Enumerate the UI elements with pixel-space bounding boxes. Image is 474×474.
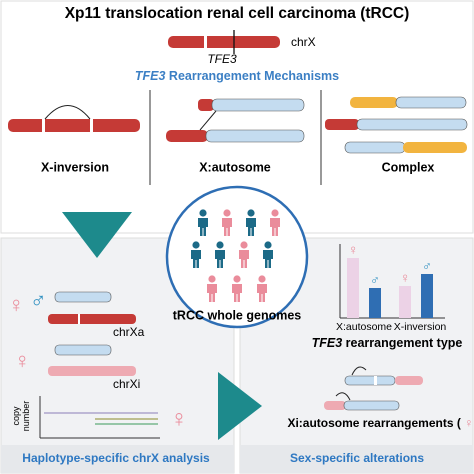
arrow (335, 392, 351, 401)
footer: Sex-specific alterations (290, 451, 424, 465)
female-symbol: ♀ (348, 242, 359, 258)
centromere (90, 119, 93, 132)
centromere (42, 119, 45, 132)
gene-label: TFE3 (207, 52, 237, 66)
chromosome (48, 366, 136, 376)
gene: TFE3 (135, 69, 166, 83)
chromosome-part (166, 130, 208, 142)
chromosome-part (395, 96, 467, 109)
rearrangement-label: Xi:autosome rearrangements ( ♀ ) (287, 416, 474, 430)
male-symbol: ♂ (370, 272, 380, 287)
chromosome-part (211, 98, 305, 112)
female-symbol: ♀ (464, 416, 473, 430)
translocation-line (199, 110, 217, 131)
right-footer-bg (240, 445, 473, 473)
footer: Haplotype-specific chrX analysis (22, 451, 210, 465)
chromosome-part (350, 97, 398, 108)
category-label: X:autosome (336, 321, 392, 333)
inversion-arc (44, 105, 91, 120)
bar (399, 286, 411, 318)
male-symbol: ♂ (30, 288, 47, 313)
gene: TFE3 (312, 336, 343, 350)
label-text: Xi:autosome rearrangements ( (287, 416, 460, 430)
female-symbol: ♀ (170, 405, 188, 432)
arrow-right (218, 372, 262, 440)
chromosome (54, 291, 112, 303)
mechanism-label: Complex (382, 160, 435, 174)
axis-title: TFE3 rearrangement type (312, 336, 463, 350)
male-symbol: ♂ (422, 258, 432, 273)
chromosome-part (325, 119, 359, 130)
axis-title-rest: rearrangement type (346, 336, 463, 350)
female-symbol: ♀ (14, 348, 31, 373)
chromosome-part (205, 129, 305, 143)
center-circle (165, 185, 309, 329)
mechanisms-title: TFE3 Rearrangement Mechanisms (135, 69, 339, 83)
chromosome (395, 376, 423, 385)
chromosome-part (344, 141, 406, 154)
centromere (78, 314, 80, 324)
chromosome (324, 401, 346, 410)
chrxa-label: chrXa (113, 325, 145, 339)
chromosome (48, 314, 136, 324)
axis-label: copynumber (11, 401, 31, 432)
center-label: tRCC whole genomes (173, 308, 302, 322)
axis-label-line: number (21, 401, 31, 432)
chromosome (8, 119, 140, 132)
title: Xp11 translocation renal cell carcinoma … (65, 5, 410, 22)
chromosome (168, 36, 280, 48)
bar (421, 274, 433, 318)
bar (347, 258, 359, 318)
chromosome-part (403, 142, 467, 153)
chromosome-part (356, 118, 468, 131)
arrow (351, 366, 367, 376)
chromosome-part (198, 99, 214, 111)
chromosome (54, 344, 112, 356)
female-symbol: ♀ (400, 270, 411, 286)
bar (369, 288, 381, 318)
chromosome (343, 400, 400, 411)
female-symbol: ♀ (8, 292, 25, 317)
chromosome (344, 375, 396, 386)
arrow-down (62, 212, 132, 258)
chrxi-label: chrXi (113, 377, 140, 391)
mechanism-label: X:autosome (199, 160, 271, 174)
category-label: X-inversion (394, 321, 447, 333)
centromere (374, 376, 377, 385)
axis-label-line: copy (11, 406, 21, 426)
centromere (204, 36, 207, 48)
left-footer-bg (1, 445, 234, 473)
chrx-label: chrX (291, 35, 316, 49)
mechanism-label: X-inversion (41, 160, 109, 174)
title-rest: Rearrangement Mechanisms (169, 69, 339, 83)
